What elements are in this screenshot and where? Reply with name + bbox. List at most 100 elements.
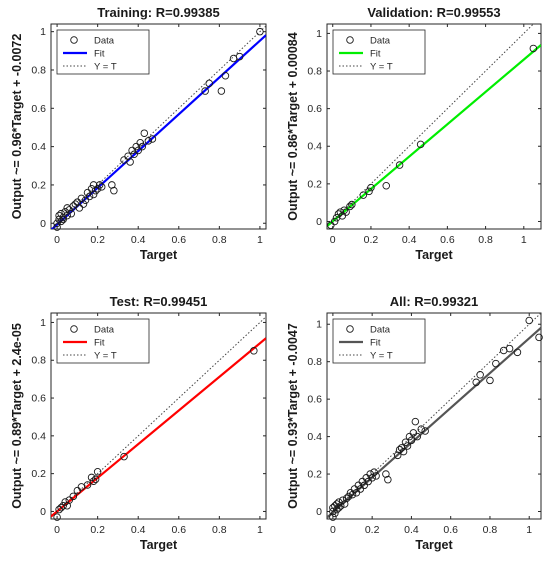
data-point (372, 472, 380, 480)
chart-title: Validation: R=0.99553 (367, 5, 500, 20)
x-axis-label: Target (140, 538, 178, 552)
data-point (89, 190, 98, 199)
x-axis-label: Target (415, 538, 453, 552)
x-tick-label: 0.8 (212, 234, 227, 246)
data-point (91, 475, 100, 484)
data-point (403, 442, 412, 450)
data-point (126, 158, 134, 166)
data-point (340, 206, 348, 214)
data-point (384, 475, 392, 484)
data-point (334, 210, 343, 218)
data-point (93, 185, 102, 193)
data-point (331, 502, 339, 510)
data-point (405, 432, 414, 441)
data-point (97, 183, 106, 191)
y-tick-label: 0.4 (31, 141, 46, 153)
x-tick-label: 0.8 (483, 524, 498, 536)
data-point (358, 477, 367, 486)
data-point (132, 142, 140, 151)
data-point (370, 468, 378, 476)
data-point (513, 348, 522, 357)
data-point (79, 200, 88, 208)
data-point (535, 333, 543, 342)
y-tick-label: 0.2 (31, 179, 46, 191)
legend-label: Y = T (94, 62, 117, 73)
data-point (87, 473, 96, 482)
data-point (476, 371, 484, 379)
regression-panel: 0 0.2 0.4 0.6 0.8 1 0 0.2 0.4 0.6 0.8 1 Data Fit Y = T… (10, 5, 267, 262)
data-point (83, 481, 92, 489)
data-point (416, 140, 425, 149)
x-axis-label: Target (140, 248, 178, 262)
data-point (486, 376, 494, 385)
y-tick-label: 0.2 (307, 469, 322, 481)
data-point (71, 200, 80, 208)
y-axis-label: Output ~= 0.86*Target + 0.00084 (286, 32, 300, 220)
data-point (140, 129, 149, 137)
data-point (472, 378, 480, 387)
data-point (73, 486, 82, 495)
data-point (359, 191, 368, 199)
data-point (75, 204, 84, 212)
data-point (235, 52, 244, 61)
x-tick-label: 0.6 (443, 524, 458, 536)
x-tick-label: 0.4 (131, 234, 146, 246)
y-axis-label: Output ~= 0.93*Target + -0.0047 (286, 323, 300, 509)
data-point (399, 447, 408, 456)
y-tick-label: 1 (40, 26, 46, 38)
data-point (409, 429, 418, 437)
fit-line (327, 44, 541, 228)
data-point (65, 206, 74, 214)
identity-line (327, 313, 541, 518)
x-tick-label: 0 (54, 524, 60, 536)
data-point (81, 196, 90, 205)
chart-title: All: R=0.99321 (390, 294, 479, 309)
data-point (333, 500, 341, 508)
data-point (365, 187, 373, 196)
data-point (354, 481, 363, 490)
data-point (329, 513, 337, 521)
y-tick-label: 1 (316, 319, 322, 331)
data-point (256, 27, 264, 36)
data-point (120, 452, 128, 461)
regression-panel: 0 0.2 0.4 0.6 0.8 1 0 0.2 0.4 0.6 0.8 1 Data Fit Y = T… (286, 5, 542, 262)
x-tick-label: 0.8 (478, 234, 493, 246)
data-point (338, 496, 347, 505)
y-tick-label: 0.8 (307, 356, 322, 368)
data-point (148, 135, 157, 143)
data-point (53, 223, 61, 231)
legend-label: Data (94, 325, 115, 336)
fit-line (327, 326, 541, 519)
identity-line (327, 24, 534, 228)
data-point (57, 217, 65, 226)
data-point (67, 209, 76, 218)
data-point (362, 474, 371, 482)
data-point (525, 316, 533, 325)
x-tick-label: 0 (330, 234, 336, 246)
data-point (407, 436, 416, 445)
y-tick-label: 0.4 (307, 141, 322, 153)
data-point (136, 139, 144, 147)
legend-label: Y = T (370, 62, 393, 73)
data-point (350, 485, 359, 493)
data-point (382, 181, 390, 190)
x-tick-label: 0.6 (171, 524, 186, 536)
legend-label: Fit (370, 338, 381, 349)
data-point (110, 186, 118, 195)
data-point (352, 489, 361, 497)
legend-label: Data (94, 36, 115, 47)
data-point (59, 215, 67, 224)
data-point (61, 498, 69, 506)
legend-label: Fit (370, 49, 381, 60)
data-point (85, 192, 94, 201)
data-point (138, 142, 147, 151)
data-point (89, 477, 98, 485)
data-point (492, 359, 500, 368)
data-point (346, 202, 354, 211)
data-point (69, 492, 78, 501)
fit-line (51, 337, 266, 518)
data-point (421, 427, 429, 435)
data-point (144, 137, 153, 145)
legend: Data Fit Y = T (332, 318, 426, 364)
y-tick-label: 0.6 (31, 393, 46, 405)
